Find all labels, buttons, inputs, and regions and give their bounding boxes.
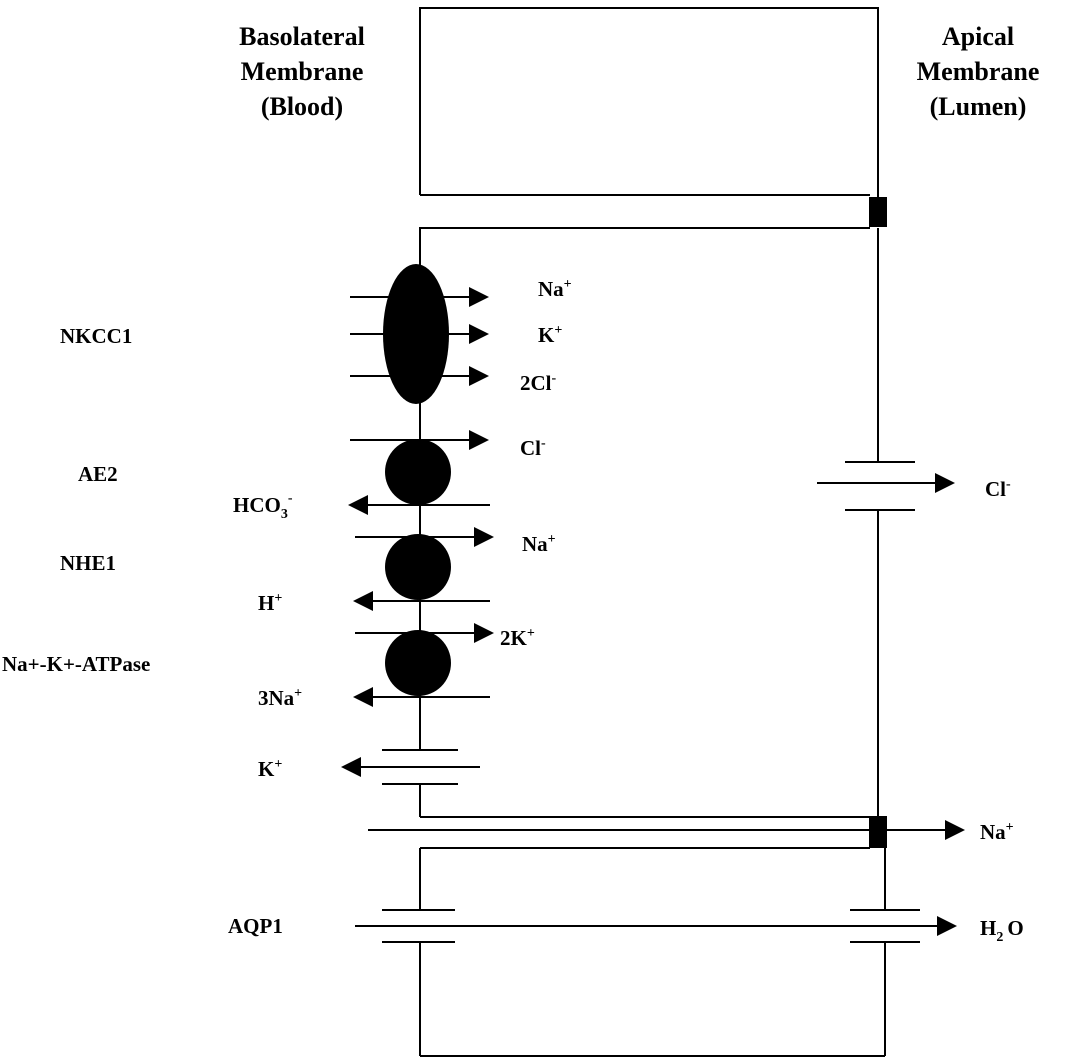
atpase-na-sup: + — [294, 686, 302, 701]
atpase-na-base: 3Na — [258, 686, 295, 710]
nkcc1-transporter — [350, 264, 489, 404]
nkcc1-k-label: K+ — [538, 323, 562, 347]
top-cell-outline — [419, 7, 879, 203]
ae2-transporter — [348, 430, 490, 515]
atpase-na-label: 3Na+ — [258, 686, 302, 710]
nhe1-h-sup: + — [274, 591, 282, 606]
apical-header-line3: (Lumen) — [930, 92, 1027, 121]
nhe1-h-label: H+ — [258, 591, 282, 615]
nkcc1-label: NKCC1 — [60, 324, 132, 348]
ae2-hco3-sup: - — [288, 491, 293, 506]
nhe1-na-sup: + — [548, 532, 556, 547]
atpase-circle — [385, 630, 451, 696]
aqp1-channels — [355, 909, 957, 943]
water-base: H — [980, 916, 996, 940]
main-cell-outline — [419, 227, 870, 265]
nkcc1-cl-label: 2Cl- — [520, 371, 557, 395]
aqp1-label: AQP1 — [228, 914, 283, 938]
nkcc1-k-base: K — [538, 323, 555, 347]
k-channel — [341, 749, 480, 785]
nhe1-label: NHE1 — [60, 551, 116, 575]
ae2-hco3-sub: 3 — [281, 507, 288, 522]
k-channel-label: K+ — [258, 757, 282, 781]
nkcc1-cl-base: 2Cl — [520, 371, 552, 395]
nkcc1-k-sup: + — [554, 323, 562, 338]
water-tail: O — [1007, 916, 1023, 940]
tight-junction-bottom — [869, 816, 887, 848]
apical-cl-channel — [817, 461, 955, 511]
basolateral-header-line2: Membrane — [241, 57, 364, 86]
apical-header-line2: Membrane — [917, 57, 1040, 86]
ae2-hco3-base: HCO — [233, 493, 281, 517]
k-channel-sup: + — [274, 757, 282, 772]
paracellular-na-label: Na+ — [980, 820, 1014, 844]
ae2-label: AE2 — [78, 462, 118, 486]
basolateral-header-line3: (Blood) — [261, 92, 343, 121]
paracellular-na-sup: + — [1006, 820, 1014, 835]
atpase-k-label: 2K+ — [500, 626, 535, 650]
atpase-label: Na+-K+-ATPase — [2, 652, 150, 676]
ae2-cl-sup: - — [541, 436, 546, 451]
apical-cl-label: Cl- — [985, 477, 1011, 501]
basolateral-header-line1: Basolateral — [239, 22, 365, 51]
water-sub: 2 — [996, 930, 1003, 945]
nhe1-h-base: H — [258, 591, 274, 615]
nhe1-na-label: Na+ — [522, 532, 556, 556]
water-label: H2 O — [980, 916, 1024, 945]
atpase-transporter — [353, 623, 494, 707]
nhe1-transporter — [353, 527, 494, 611]
nkcc1-na-label: Na+ — [538, 277, 572, 301]
nhe1-na-base: Na — [522, 532, 548, 556]
atpase-k-sup: + — [527, 626, 535, 641]
nhe1-circle — [385, 534, 451, 600]
ae2-circle — [385, 439, 451, 505]
atpase-k-base: 2K — [500, 626, 528, 650]
ae2-hco3-label: HCO3- — [233, 491, 293, 522]
apical-cl-base: Cl — [985, 477, 1006, 501]
apical-header-line1: Apical — [942, 22, 1014, 51]
apical-cl-sup: - — [1006, 477, 1011, 492]
basolateral-header: Basolateral Membrane (Blood) — [239, 22, 365, 121]
apical-header: Apical Membrane (Lumen) — [917, 22, 1040, 121]
tight-junction-top — [869, 197, 887, 227]
nkcc1-cl-sup: - — [552, 371, 557, 386]
nkcc1-na-base: Na — [538, 277, 564, 301]
paracellular-na-base: Na — [980, 820, 1006, 844]
nkcc1-na-sup: + — [564, 277, 572, 292]
ae2-cl-label: Cl- — [520, 436, 546, 460]
k-channel-base: K — [258, 757, 275, 781]
ae2-cl-base: Cl — [520, 436, 541, 460]
